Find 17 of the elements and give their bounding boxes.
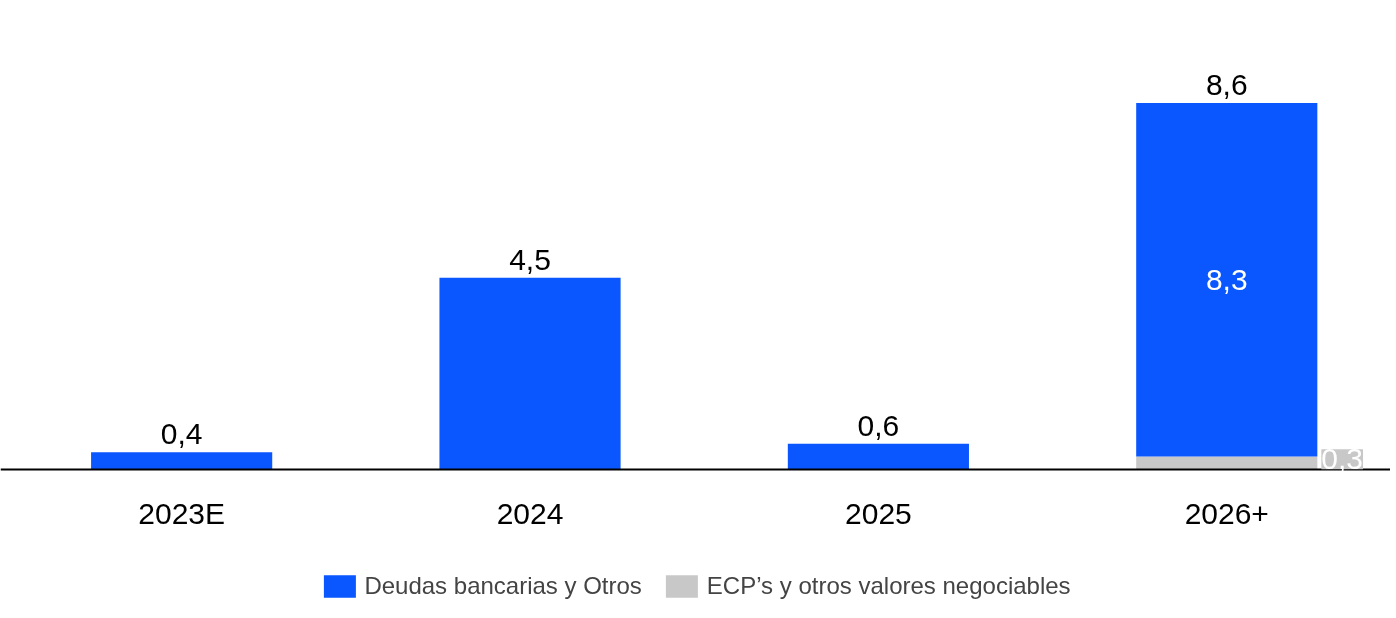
- total-label: 0,4: [160, 417, 203, 451]
- data-label: 0,3: [1321, 442, 1364, 476]
- legend-label: ECP’s y otros valores negociables: [706, 572, 1071, 600]
- total-label: 8,6: [1205, 68, 1248, 102]
- data-label: 8,3: [1205, 262, 1248, 296]
- x-tick-label: 2023E: [138, 497, 226, 531]
- bar: [787, 443, 969, 470]
- bar: [439, 277, 621, 470]
- legend-label: Deudas bancarias y Otros: [364, 572, 642, 600]
- total-label: 0,6: [857, 408, 900, 442]
- bar: [91, 452, 273, 470]
- bar: [1136, 103, 1318, 457]
- x-tick-label: 2025: [845, 497, 912, 531]
- total-label: 4,5: [509, 242, 551, 276]
- bar: [1136, 456, 1318, 470]
- x-tick-label: 2024: [496, 497, 564, 531]
- x-tick-label: 2026+: [1184, 497, 1269, 531]
